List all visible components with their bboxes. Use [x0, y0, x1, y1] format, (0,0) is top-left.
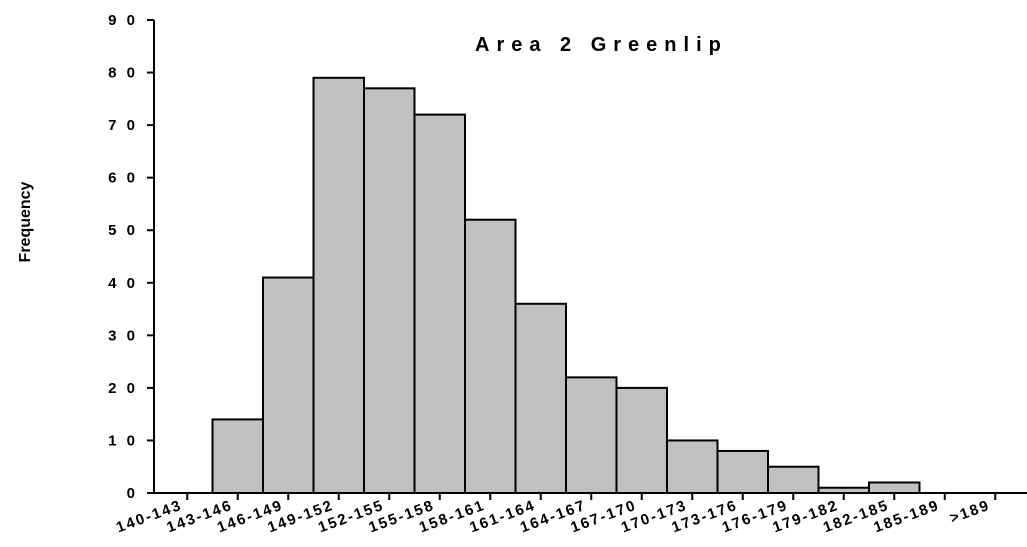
y-axis-label: Frequency [17, 181, 34, 262]
y-tick-label: 4 0 [108, 275, 138, 292]
bar-161-164 [514, 302, 567, 494]
bar-170-173 [666, 439, 719, 495]
bar-146-149 [262, 276, 315, 494]
bar-152-155 [363, 87, 416, 494]
bar-182-185 [868, 481, 921, 495]
y-tick-label: 1 0 [108, 432, 138, 449]
y-axis: 0 1 0 2 0 3 0 4 0 5 0 6 0 7 0 8 0 9 0 [108, 12, 155, 502]
y-tick-label: 3 0 [108, 327, 138, 344]
bar-149-152 [312, 76, 365, 495]
bar-167-170 [615, 386, 668, 494]
y-tick-label: 6 0 [108, 170, 138, 187]
bars-group [211, 76, 921, 495]
y-tick-label: 7 0 [108, 117, 138, 134]
bar-173-176 [716, 449, 769, 495]
bar-155-158 [413, 113, 466, 494]
y-tick-label: 0 [127, 485, 138, 502]
bar-158-161 [464, 218, 517, 494]
y-tick-label: 8 0 [108, 65, 138, 82]
x-tick-label: >189 [948, 497, 993, 527]
bar-143-146 [211, 418, 264, 494]
bar-164-167 [565, 376, 618, 494]
chart-title: Area 2 Greenlip [475, 34, 728, 56]
y-tick-label: 5 0 [108, 222, 138, 239]
y-tick-label: 9 0 [108, 12, 138, 29]
x-axis: 140-143143-146146-149149-152152-155155-1… [114, 492, 1027, 536]
bar-176-179 [767, 465, 820, 495]
y-tick-label: 2 0 [108, 380, 138, 397]
